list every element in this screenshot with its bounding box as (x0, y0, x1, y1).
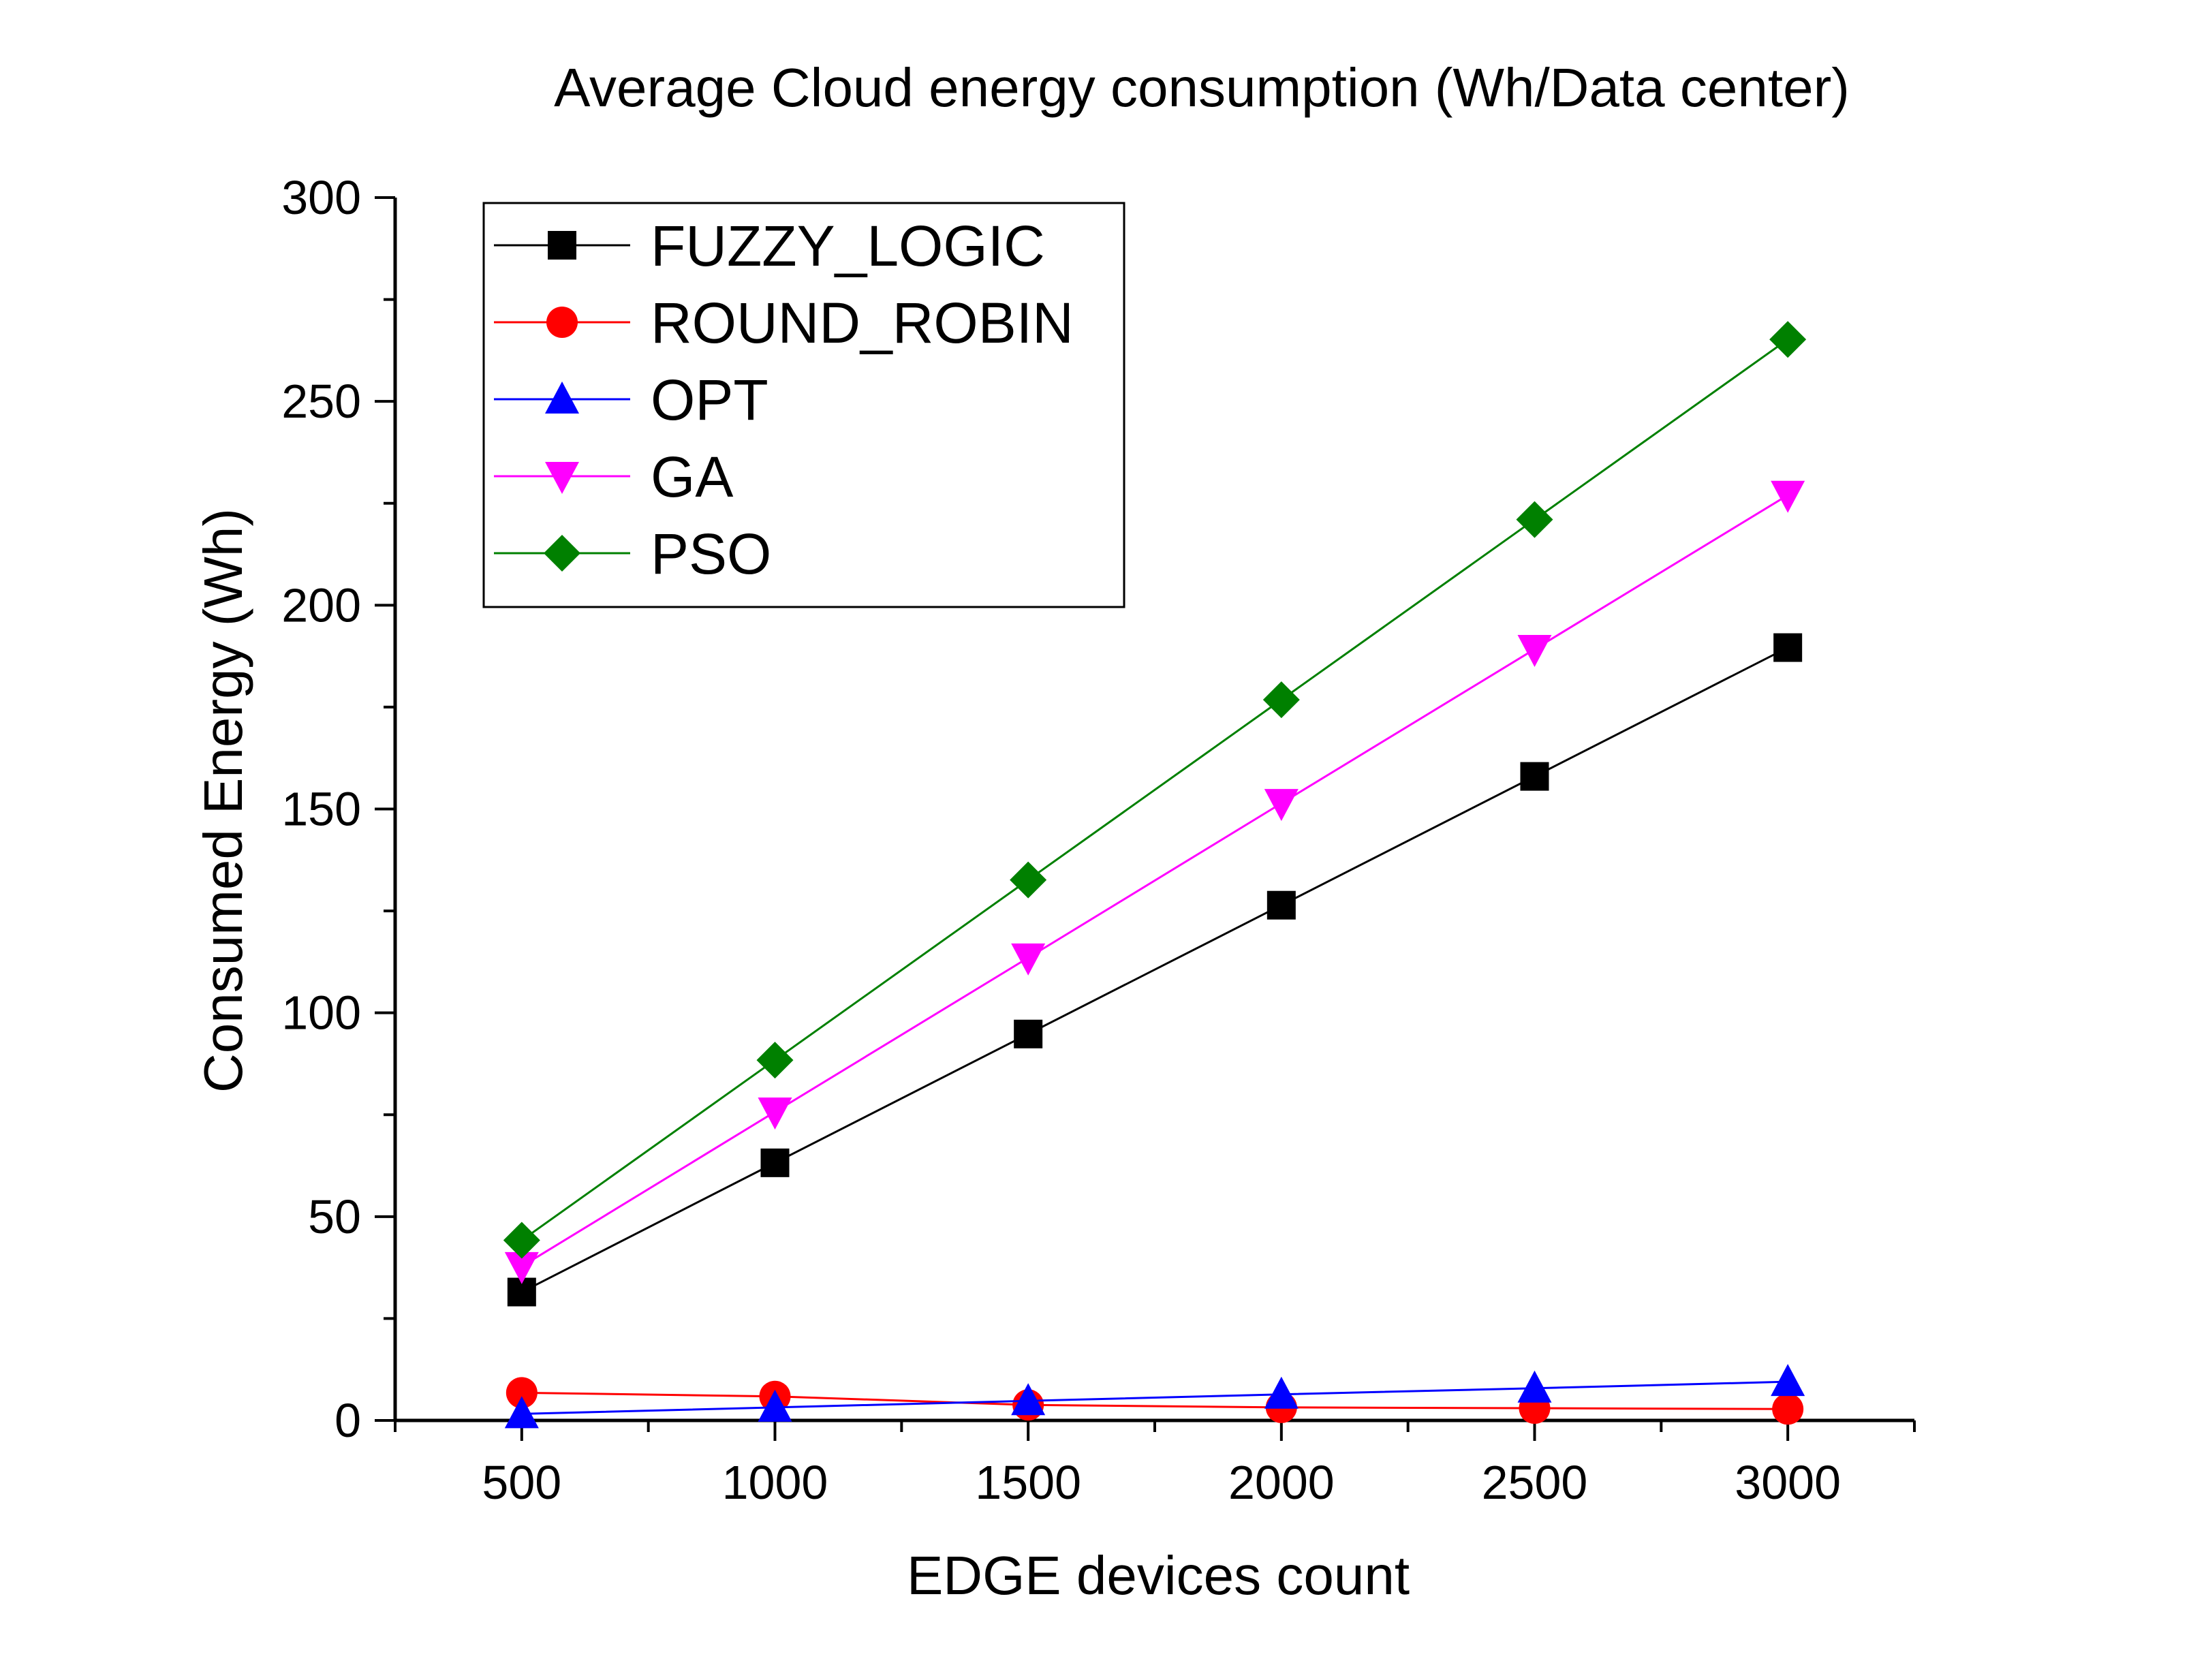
y-tick-label: 0 (335, 1394, 361, 1447)
y-tick-label: 300 (281, 171, 361, 224)
legend-label: OPT (651, 368, 768, 432)
legend-item-fuzzy-logic: FUZZY_LOGIC (494, 214, 1045, 278)
legend-label: PSO (651, 522, 771, 586)
y-tick-label: 150 (281, 783, 361, 836)
y-tick-label: 50 (308, 1190, 361, 1243)
data-point-opt (1517, 1370, 1552, 1403)
series-pso (503, 321, 1807, 1259)
data-point-ga (758, 1098, 792, 1130)
data-point-round-robin (1772, 1393, 1804, 1425)
legend-item-round-robin: ROUND_ROBIN (494, 291, 1074, 355)
x-tick-label: 1000 (722, 1456, 828, 1509)
data-point-opt (758, 1389, 792, 1422)
data-point-pso (503, 1222, 540, 1259)
series-fuzzy-logic (507, 633, 1803, 1307)
data-point-fuzzy-logic (1267, 890, 1296, 920)
data-point-pso (1262, 681, 1300, 719)
data-point-opt (504, 1396, 539, 1429)
series-round-robin (506, 1377, 1804, 1425)
y-axis-label: Consumed Energy (Wh) (193, 508, 253, 1093)
legend-marker-pso (544, 535, 580, 572)
data-point-fuzzy-logic (1520, 762, 1549, 791)
data-point-opt (1264, 1376, 1299, 1409)
series-line-pso (520, 338, 1789, 1241)
series-line-round-robin (521, 1391, 1788, 1410)
y-tick-label: 100 (281, 986, 361, 1040)
legend-marker-ga (545, 462, 579, 494)
y-tick-label: 250 (281, 375, 361, 428)
legend-marker-round-robin (546, 307, 578, 338)
legend-box (482, 202, 1125, 608)
legend-item-ga: GA (494, 445, 733, 509)
legend-item-opt: OPT (494, 368, 768, 432)
legend-item-pso: PSO (494, 522, 771, 586)
data-point-round-robin (506, 1377, 538, 1409)
data-point-ga (504, 1251, 539, 1284)
data-point-pso (1010, 861, 1047, 899)
legend-marker-fuzzy-logic (548, 231, 576, 260)
legend-marker-opt (545, 382, 579, 414)
x-tick-label: 1500 (975, 1456, 1081, 1509)
chart-title: Average Cloud energy consumption (Wh/Dat… (554, 57, 1850, 118)
data-point-pso (756, 1042, 794, 1079)
series-opt (504, 1364, 1805, 1429)
x-tick-label: 2500 (1482, 1456, 1588, 1509)
ticks: 0 50 100 150 200 250 300 500 1000 1500 2000 2500 300… (281, 171, 1916, 1509)
data-point-ga (1264, 789, 1299, 822)
data-point-ga (1011, 943, 1046, 976)
x-tick-label: 500 (482, 1456, 561, 1509)
data-point-pso (1769, 321, 1807, 358)
data-point-fuzzy-logic (760, 1148, 790, 1177)
legend-label: ROUND_ROBIN (651, 291, 1074, 355)
legend: FUZZY_LOGIC ROUND_ROBIN OPT GA PSO (482, 202, 1125, 608)
x-tick-label: 3000 (1735, 1456, 1841, 1509)
series-ga (504, 480, 1805, 1284)
data-point-fuzzy-logic (1014, 1019, 1043, 1048)
x-axis-label: EDGE devices count (907, 1545, 1410, 1606)
data-point-pso (1516, 501, 1553, 538)
legend-label: FUZZY_LOGIC (651, 214, 1045, 278)
data-point-opt (1771, 1364, 1805, 1397)
series-line-fuzzy-logic (521, 647, 1788, 1293)
data-point-ga (1771, 480, 1805, 513)
legend-label: GA (651, 445, 733, 509)
data-point-opt (1011, 1383, 1046, 1416)
data-point-ga (1517, 634, 1552, 667)
series-line-ga (521, 494, 1788, 1268)
y-tick-label: 200 (281, 578, 361, 632)
series-layer (503, 321, 1807, 1429)
data-point-fuzzy-logic (1773, 633, 1803, 662)
x-tick-label: 2000 (1228, 1456, 1335, 1509)
series-line-opt (521, 1380, 1788, 1415)
